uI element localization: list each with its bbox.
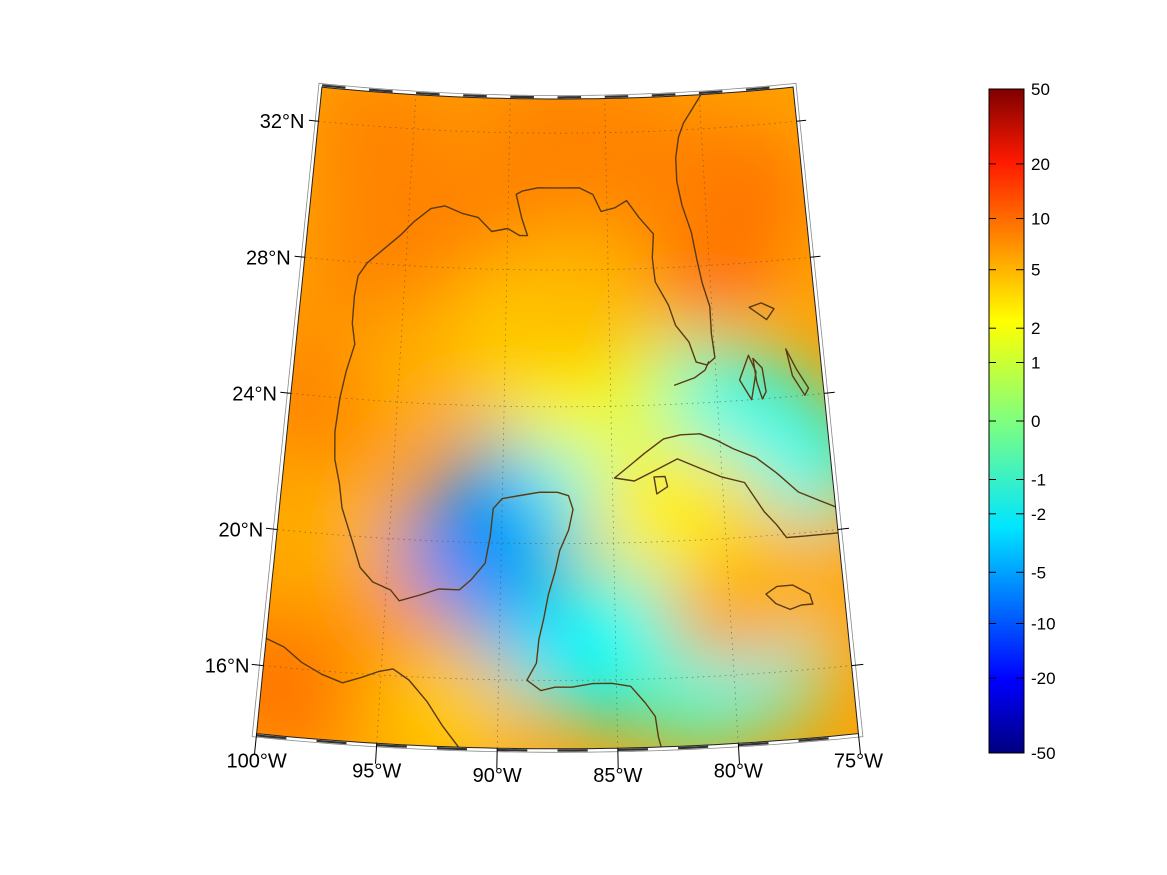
lat-tick (251, 663, 264, 667)
lat-tick (308, 119, 319, 122)
colorbar-tick-label: 10 (1031, 210, 1050, 229)
colorbar-tick-label: 1 (1031, 354, 1040, 373)
coastline-segment (673, 361, 710, 387)
lat-tick-label: 28°N (246, 247, 291, 269)
lat-tick (824, 391, 835, 394)
colorbar-tick-label: -50 (1031, 744, 1056, 763)
colorbar-tick-label: -1 (1031, 471, 1046, 490)
colorbar-tick-label: 0 (1031, 412, 1040, 431)
lat-tick (280, 391, 291, 394)
island-outline (738, 354, 757, 401)
colorbar-tick-label: -10 (1031, 615, 1056, 634)
colorbar-tick-label: -5 (1031, 563, 1046, 582)
lat-tick (837, 527, 850, 530)
colorbar-tick-label: 2 (1031, 319, 1040, 338)
frame-segment (316, 739, 347, 745)
coastline-segment (675, 94, 716, 358)
island-outline (837, 526, 859, 583)
coastline (265, 94, 859, 748)
field-blob (314, 87, 454, 214)
field-blob (350, 299, 491, 439)
field-blob (518, 234, 659, 374)
field-blob (555, 87, 695, 220)
colorbar-tick-label: 50 (1031, 80, 1050, 99)
colorbar-tick-label: 20 (1031, 155, 1050, 174)
lat-tick (796, 119, 807, 122)
lon-tick-label: 90°W (473, 765, 522, 787)
lon-tick (375, 743, 378, 764)
lat-tick-label: 16°N (205, 656, 250, 678)
frame-segment (745, 86, 770, 91)
colorbar-tick-label: -2 (1031, 505, 1046, 524)
frame-outer (251, 82, 864, 753)
colorbar-tick-label: 5 (1031, 261, 1040, 280)
lat-tick (294, 255, 305, 258)
lat-tick (265, 527, 278, 530)
frame-segment (678, 745, 709, 750)
lat-tick-label: 32°N (260, 111, 305, 133)
frame-segment (368, 88, 393, 93)
frame-segment (798, 737, 829, 742)
lon-tick-label: 80°W (714, 760, 763, 782)
frame-segment (416, 91, 440, 96)
parallel-line (290, 393, 825, 408)
lon-tick (857, 733, 861, 755)
meridian-line (496, 98, 511, 749)
meridian-line (376, 94, 417, 744)
lon-tick-label: 75°W (834, 751, 883, 773)
lon-tick-label: 100°W (226, 751, 286, 773)
frame-segment (497, 748, 528, 752)
frame-segment (376, 744, 407, 748)
island-outline (752, 357, 767, 400)
coastline-segment (265, 637, 460, 748)
lat-tick-label: 20°N (219, 520, 264, 542)
frame-segment (604, 95, 629, 98)
coastline-segment (334, 187, 716, 748)
lon-tick (254, 733, 258, 755)
colorbar-tick-label: -20 (1031, 669, 1056, 688)
frame-segment (256, 734, 287, 740)
frame-segment (321, 84, 346, 89)
lat-tick (810, 255, 821, 258)
island-outline (785, 348, 810, 396)
lon-tick-label: 85°W (593, 765, 642, 787)
meridian-line (698, 94, 739, 744)
parallel-line (263, 665, 852, 681)
parallel-line (277, 529, 838, 544)
latitude-labels: 16°N 20°N 24°N 28°N 32°N (205, 111, 864, 678)
frame-segment (436, 747, 468, 751)
lon-tick (737, 743, 740, 764)
lon-tick-label: 95°W (352, 760, 401, 782)
lat-tick (851, 663, 864, 667)
longitude-labels: 100°W 95°W 90°W 85°W 80°W 75°W (226, 733, 883, 787)
island-outline (765, 584, 814, 611)
frame-segment (651, 93, 676, 97)
island-outline (748, 302, 775, 321)
parallel-line (304, 256, 811, 271)
lat-tick-label: 24°N (232, 383, 277, 405)
frame-segment (738, 742, 769, 747)
meridian-line (604, 98, 619, 749)
frame-segment (463, 94, 487, 98)
frame-segment (698, 90, 723, 95)
island-outline (653, 475, 669, 495)
field-blob (587, 437, 728, 578)
frame-segment (617, 748, 649, 751)
